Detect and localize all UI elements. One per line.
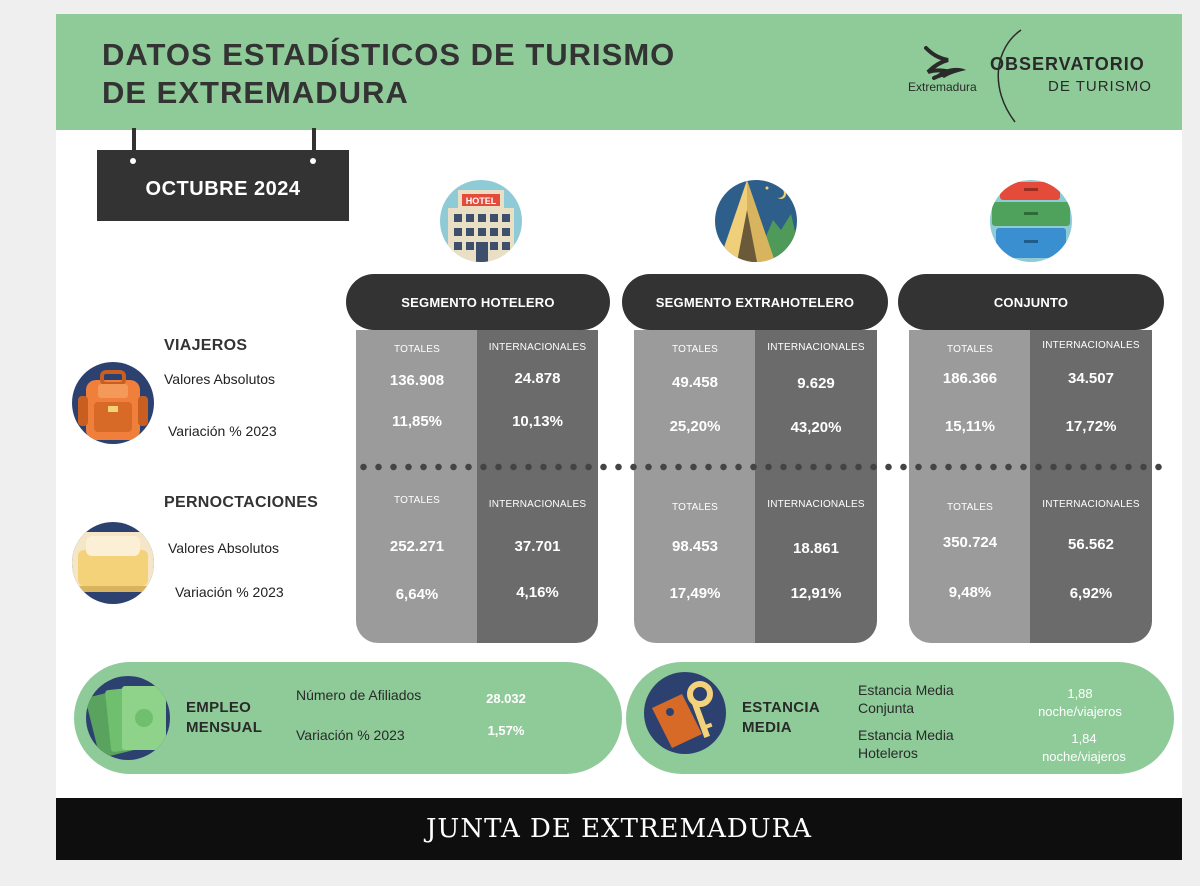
conjunto-pernoct-totales-var: 9,48%: [948, 584, 992, 601]
extrahotelero-viajeros-totales: 49.458: [672, 374, 718, 391]
sign-post-right: [312, 128, 316, 164]
estancia-title: ESTANCIA MEDIA: [742, 698, 820, 738]
header-banner: [56, 14, 1182, 130]
hotelero-viajeros-intl-var: 10,13%: [512, 413, 563, 430]
hotelero-totales-panel: [356, 330, 478, 643]
empleo-variacion-value: 1,57%: [487, 723, 525, 738]
estancia-hoteleros-label: Estancia Media Hoteleros: [858, 726, 954, 762]
extremadura-logo-text: Extremadura: [908, 80, 977, 94]
bed-icon: [72, 522, 154, 604]
estancia-conjunta-label-2: Conjunta: [858, 700, 915, 716]
money-icon: [86, 676, 170, 760]
estancia-conjunta-value-2: noche/viajeros: [1038, 704, 1122, 719]
hotelero-pernoct-intl: 37.701: [514, 538, 561, 555]
col-intl-label: INTERNACIONALES: [1042, 499, 1140, 510]
tent-icon: [715, 180, 797, 262]
estancia-title-line-1: ESTANCIA: [742, 699, 820, 716]
backpack-icon: [72, 362, 154, 444]
hotelero-viajeros-totales: 136.908: [389, 372, 445, 389]
col-intl-label: INTERNACIONALES: [1042, 340, 1140, 351]
conjunto-viajeros-totales-var: 15,11%: [944, 418, 996, 435]
estancia-hoteleros-value: 1,84 noche/viajeros: [1024, 730, 1144, 766]
estancia-conjunta-value: 1,88 noche/viajeros: [1020, 685, 1140, 721]
hotelero-pernoct-intl-var: 4,16%: [516, 584, 559, 601]
col-intl-label: INTERNACIONALES: [767, 342, 865, 353]
extremadura-logo-icon: [924, 46, 966, 80]
estancia-conjunta-label-1: Estancia Media: [858, 682, 954, 698]
pernoctaciones-title: PERNOCTACIONES: [164, 494, 319, 511]
conjunto-pernoct-totales: 350.724: [942, 534, 998, 551]
sign-nail: [310, 158, 316, 164]
dotted-divider: [356, 463, 1162, 471]
estancia-conjunta-label: Estancia Media Conjunta: [858, 681, 954, 717]
svg-text:HOTEL: HOTEL: [466, 196, 497, 206]
empleo-title-line-1: EMPLEO: [186, 699, 252, 716]
col-totales-label: TOTALES: [671, 502, 719, 513]
conjunto-viajeros-intl-var: 17,72%: [1065, 418, 1117, 435]
col-totales-label: TOTALES: [946, 502, 994, 513]
afiliados-value: 28.032: [486, 691, 526, 706]
estancia-hoteleros-value-2: noche/viajeros: [1042, 749, 1126, 764]
key-tag-icon: [644, 672, 726, 754]
segment-conjunto-header: CONJUNTO: [898, 274, 1164, 330]
col-totales-label: TOTALES: [393, 344, 441, 355]
segment-hotelero-header: SEGMENTO HOTELERO: [346, 274, 610, 330]
sign-nail: [130, 158, 136, 164]
hotelero-viajeros-intl: 24.878: [514, 370, 561, 387]
extrahotelero-pernoct-totales: 98.453: [672, 538, 718, 555]
col-totales-label: TOTALES: [946, 344, 994, 355]
col-intl-label: INTERNACIONALES: [767, 499, 865, 510]
observatorio-title: OBSERVATORIO: [990, 54, 1145, 74]
viajeros-var-label: Variación % 2023: [168, 423, 277, 439]
conjunto-intl-panel: [1030, 330, 1152, 643]
col-intl-label: INTERNACIONALES: [488, 342, 587, 353]
extrahotelero-viajeros-intl: 9.629: [797, 375, 835, 392]
hotelero-intl-panel: [477, 330, 598, 643]
segment-extrahotelero-header: SEGMENTO EXTRAHOTELERO: [622, 274, 888, 330]
page-title: DATOS ESTADÍSTICOS DE TURISMO DE EXTREMA…: [102, 36, 742, 112]
hotelero-pernoct-totales: 252.271: [389, 538, 445, 555]
estancia-hoteleros-value-1: 1,84: [1071, 731, 1097, 746]
estancia-conjunta-value-1: 1,88: [1067, 686, 1093, 701]
extrahotelero-pernoct-intl-var: 12,91%: [790, 585, 842, 602]
empleo-title-line-2: MENSUAL: [186, 719, 263, 736]
viajeros-abs-label: Valores Absolutos: [164, 371, 276, 387]
extrahotelero-pernoct-totales-var: 17,49%: [669, 585, 721, 602]
extrahotelero-totales-panel: [634, 330, 756, 643]
observatorio-subtitle: DE TURISMO: [1048, 78, 1152, 95]
period-sign: OCTUBRE 2024: [97, 150, 349, 221]
title-line-1: DATOS ESTADÍSTICOS DE TURISMO: [102, 37, 676, 72]
viajeros-title: VIAJEROS: [164, 337, 248, 354]
sign-post-left: [132, 128, 136, 164]
conjunto-totales-panel: [909, 330, 1031, 643]
estancia-title-line-2: MEDIA: [742, 719, 792, 736]
hotelero-pernoct-totales-var: 6,64%: [395, 586, 439, 603]
col-totales-label: TOTALES: [393, 495, 441, 506]
empleo-variacion-label: Variación % 2023: [296, 727, 405, 743]
period-label: OCTUBRE 2024: [145, 178, 301, 200]
empleo-title: EMPLEO MENSUAL: [186, 698, 262, 738]
conjunto-viajeros-intl: 34.507: [1068, 370, 1114, 387]
col-intl-label: INTERNACIONALES: [488, 499, 587, 510]
extrahotelero-pernoct-intl: 18.861: [793, 540, 839, 557]
hotelero-viajeros-totales-var: 11,85%: [391, 413, 443, 430]
suitcases-icon: [990, 180, 1072, 262]
conjunto-pernoct-intl-var: 6,92%: [1069, 585, 1113, 602]
estancia-hoteleros-label-1: Estancia Media: [858, 727, 954, 743]
pernoctaciones-abs-label: Valores Absolutos: [168, 540, 280, 556]
extrahotelero-viajeros-totales-var: 25,20%: [669, 418, 721, 435]
conjunto-viajeros-totales: 186.366: [942, 370, 998, 387]
estancia-hoteleros-label-2: Hoteleros: [858, 745, 918, 761]
footer-junta-extremadura: JUNTA DE EXTREMADURA: [56, 798, 1182, 860]
col-totales-label: TOTALES: [671, 344, 719, 355]
title-line-2: DE EXTREMADURA: [102, 75, 409, 110]
observatorio-arc-icon: [997, 29, 1022, 123]
conjunto-pernoct-intl: 56.562: [1068, 536, 1114, 553]
afiliados-label: Número de Afiliados: [296, 687, 422, 703]
pernoctaciones-var-label: Variación % 2023: [175, 584, 284, 600]
hotel-icon: HOTEL: [440, 180, 522, 262]
extrahotelero-viajeros-intl-var: 43,20%: [790, 419, 842, 436]
extrahotelero-intl-panel: [755, 330, 877, 643]
